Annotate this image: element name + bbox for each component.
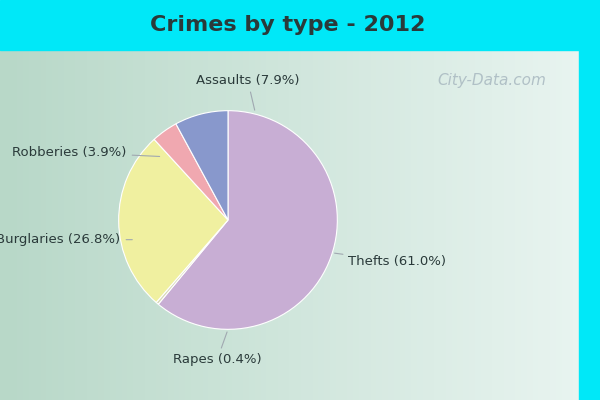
Bar bbox=[0, 0, 600, 50]
Wedge shape bbox=[119, 139, 228, 302]
Wedge shape bbox=[176, 111, 228, 220]
Bar bbox=[579, 50, 600, 400]
Text: Robberies (3.9%): Robberies (3.9%) bbox=[12, 146, 160, 159]
Text: Burglaries (26.8%): Burglaries (26.8%) bbox=[0, 233, 132, 246]
Wedge shape bbox=[158, 111, 337, 329]
Text: Assaults (7.9%): Assaults (7.9%) bbox=[196, 74, 299, 110]
Text: City-Data.com: City-Data.com bbox=[437, 72, 547, 88]
Text: Thefts (61.0%): Thefts (61.0%) bbox=[335, 253, 446, 268]
Wedge shape bbox=[154, 124, 228, 220]
Text: Rapes (0.4%): Rapes (0.4%) bbox=[173, 332, 262, 366]
Text: Crimes by type - 2012: Crimes by type - 2012 bbox=[151, 15, 425, 35]
Wedge shape bbox=[156, 220, 228, 304]
